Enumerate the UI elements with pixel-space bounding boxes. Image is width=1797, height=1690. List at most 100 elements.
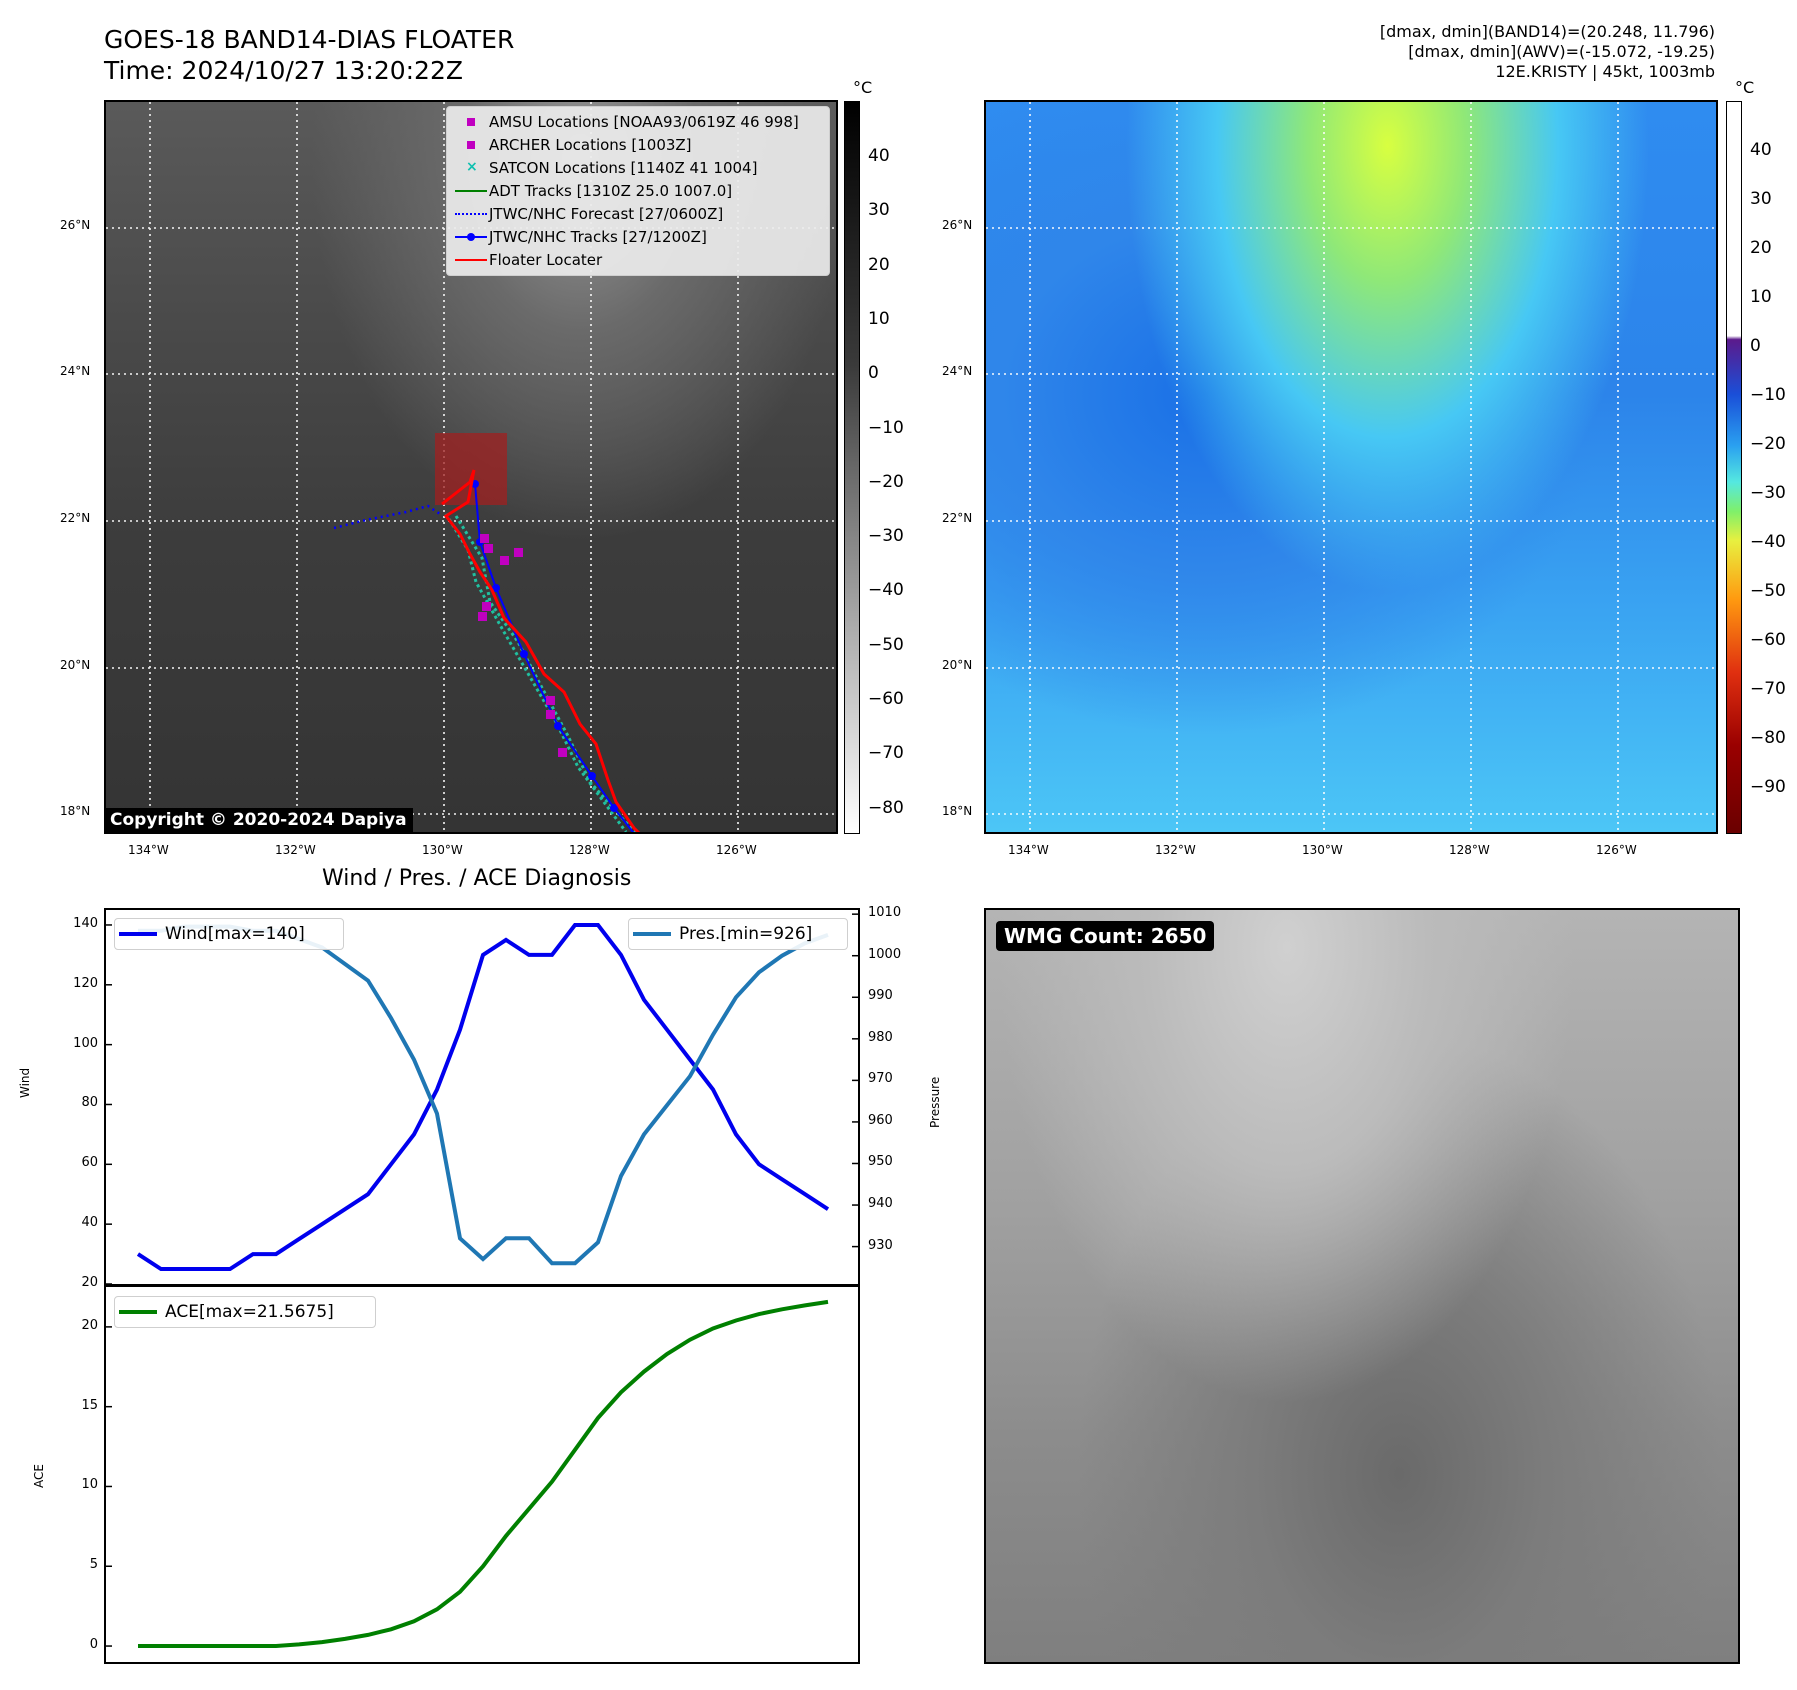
legend-item-amsu: AMSU Locations [NOAA93/0619Z 46 998]	[453, 111, 799, 133]
wv-colorbar-tick: 10	[1750, 287, 1772, 307]
wv-lon-label-134w: 134°W	[1008, 843, 1049, 857]
ir-colorbar-tick: 0	[868, 363, 879, 384]
pressure-tick: 970	[868, 1071, 893, 1087]
wind-legend: Wind[max=140]	[114, 918, 344, 950]
floater-locater-track	[441, 469, 641, 832]
legend-item-satcon: × SATCON Locations [1140Z 41 1004]	[453, 157, 757, 179]
lon-label-130w: 130°W	[422, 843, 463, 857]
map-legend: AMSU Locations [NOAA93/0619Z 46 998] ARC…	[446, 106, 830, 276]
pressure-tick: 960	[868, 1112, 893, 1128]
wv-lat-label-24n: 24°N	[942, 364, 973, 378]
ir-colorbar-tick: −30	[868, 526, 904, 547]
wind-tick: 60	[81, 1155, 98, 1171]
pressure-tick: 930	[868, 1237, 893, 1253]
wv-map-grid	[986, 102, 1716, 832]
wmg-panel	[984, 908, 1740, 1664]
line-dot-marker-icon	[453, 226, 489, 248]
ace-series-line	[138, 1299, 829, 1648]
wv-colorbar-tick: 20	[1750, 238, 1772, 258]
lat-label-24n: 24°N	[60, 364, 91, 378]
pressure-tick: 990	[868, 988, 893, 1004]
ace-tick: 0	[89, 1637, 98, 1653]
pressure-tick: 940	[868, 1196, 893, 1212]
wv-colorbar-tick: −90	[1750, 777, 1786, 797]
legend-item-floater: Floater Locater	[453, 249, 602, 271]
wv-colorbar-tick: −10	[1750, 385, 1786, 405]
ace-tick: 10	[81, 1477, 98, 1493]
lat-label-26n: 26°N	[60, 218, 91, 232]
ir-colorbar-unit: °C	[853, 78, 873, 97]
pressure-axis-label: Pressure	[928, 1076, 942, 1128]
wv-colorbar-tick: 40	[1750, 140, 1772, 160]
wv-colorbar-tick: −20	[1750, 434, 1786, 454]
wv-colorbar-tick: −50	[1750, 581, 1786, 601]
jtwc-track	[474, 483, 635, 832]
ace-tick: 20	[81, 1317, 98, 1333]
pressure-series-line	[138, 924, 829, 1266]
wv-lat-label-20n: 20°N	[942, 658, 973, 672]
ir-colorbar-tick: −10	[868, 417, 904, 438]
wind-legend-swatch	[119, 932, 157, 936]
diagnosis-title: Wind / Pres. / ACE Diagnosis	[322, 866, 632, 891]
pressure-tick: 980	[868, 1029, 893, 1045]
legend-item-jtwc-forecast: JTWC/NHC Forecast [27/0600Z]	[453, 203, 723, 225]
pressure-tick: 1010	[868, 905, 902, 921]
lon-label-126w: 126°W	[716, 843, 757, 857]
wind-pressure-plot	[106, 913, 858, 1284]
wind-tick: 140	[73, 915, 98, 931]
ir-colorbar-tick: −80	[868, 797, 904, 818]
pressure-tick: 1000	[868, 946, 902, 962]
wv-colorbar-tick: −60	[1750, 630, 1786, 650]
lon-label-132w: 132°W	[275, 843, 316, 857]
wind-axis-label: Wind	[18, 1067, 32, 1098]
wind-pressure-chart	[104, 908, 860, 1286]
wv-colorbar	[1726, 101, 1742, 834]
pressure-legend: Pres.[min=926]	[628, 918, 848, 950]
wind-tick: 100	[73, 1035, 98, 1051]
ir-colorbar-tick: 10	[868, 308, 890, 329]
wv-colorbar-unit: °C	[1735, 78, 1755, 97]
ir-colorbar-tick: −50	[868, 634, 904, 655]
square-marker-icon	[453, 134, 489, 156]
wv-colorbar-tick: −30	[1750, 483, 1786, 503]
ace-legend-swatch	[119, 1310, 157, 1314]
figure-title: GOES-18 BAND14-DIAS FLOATER Time: 2024/1…	[104, 24, 514, 86]
wv-lat-label-26n: 26°N	[942, 218, 973, 232]
ir-colorbar-tick: −60	[868, 689, 904, 709]
pressure-legend-swatch	[633, 932, 671, 936]
line-marker-icon	[453, 180, 489, 202]
lon-label-134w: 134°W	[128, 843, 169, 857]
ace-legend: ACE[max=21.5675]	[114, 1296, 376, 1328]
band14-range: [dmax, dmin](BAND14)=(20.248, 11.796)	[1379, 22, 1715, 41]
storm-summary: 12E.KRISTY | 45kt, 1003mb	[1495, 62, 1715, 81]
ir-colorbar-tick: 30	[868, 200, 890, 221]
wv-lon-label-126w: 126°W	[1596, 843, 1637, 857]
square-marker-icon	[453, 111, 489, 133]
lon-label-128w: 128°W	[569, 843, 610, 857]
wv-lon-label-132w: 132°W	[1155, 843, 1196, 857]
ace-chart	[104, 1285, 860, 1664]
lat-label-22n: 22°N	[60, 511, 91, 525]
x-marker-icon: ×	[466, 159, 478, 175]
wv-lat-label-18n: 18°N	[942, 804, 973, 818]
wmg-count-badge: WMG Count: 2650	[996, 921, 1215, 951]
wv-lon-label-128w: 128°W	[1449, 843, 1490, 857]
wv-colorbar-tick: −40	[1750, 532, 1786, 552]
wind-tick: 120	[73, 975, 98, 991]
wv-colorbar-tick: 30	[1750, 189, 1772, 209]
ace-axis-label: ACE	[32, 1464, 46, 1488]
line-marker-icon	[453, 249, 489, 271]
copyright-label: Copyright © 2020-2024 Dapiya	[104, 808, 413, 832]
wind-tick: 80	[81, 1095, 98, 1111]
wv-lat-label-22n: 22°N	[942, 511, 973, 525]
ir-colorbar-tick: −70	[868, 743, 904, 764]
floater-box	[435, 433, 507, 505]
storm-info: [dmax, dmin](BAND14)=(20.248, 11.796) [d…	[1380, 22, 1715, 82]
title-satellite: GOES-18 BAND14-DIAS FLOATER	[104, 25, 515, 54]
pressure-tick: 950	[868, 1154, 893, 1170]
ace-plot	[106, 1299, 829, 1648]
title-time: Time: 2024/10/27 13:20:22Z	[104, 56, 463, 85]
lat-label-18n: 18°N	[60, 804, 91, 818]
wind-tick: 20	[81, 1275, 98, 1290]
wv-lon-label-130w: 130°W	[1302, 843, 1343, 857]
